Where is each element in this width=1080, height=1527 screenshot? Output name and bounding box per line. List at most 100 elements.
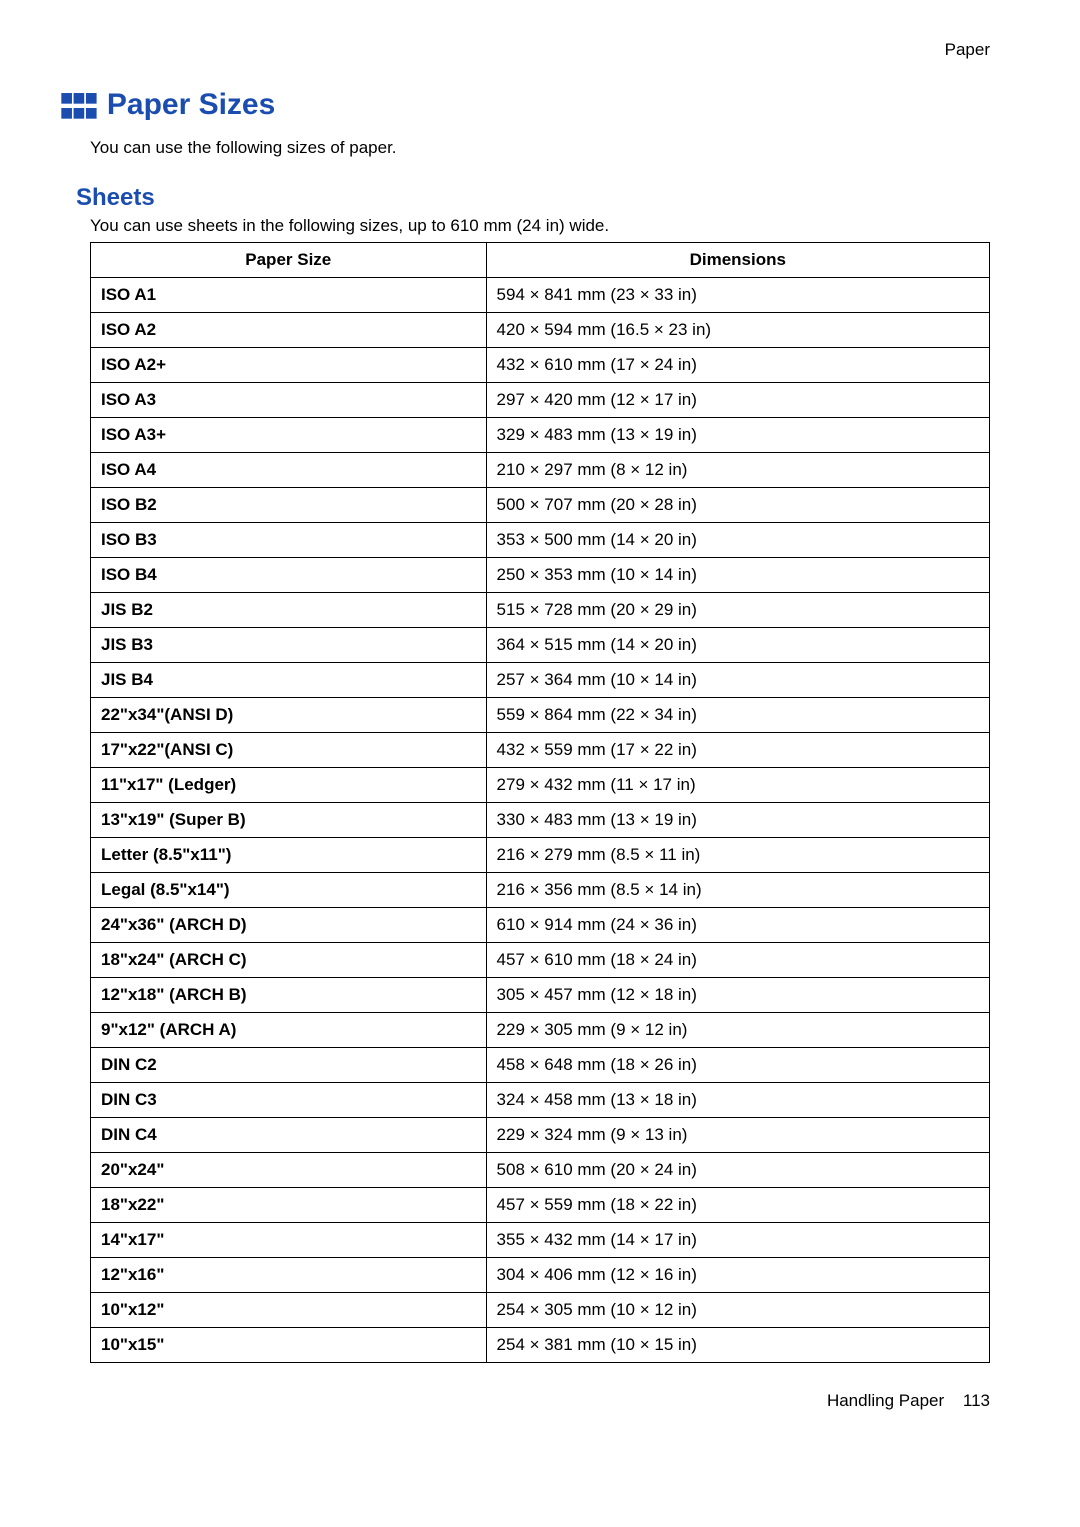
dimensions-cell: 210 × 297 mm (8 × 12 in) bbox=[486, 453, 989, 488]
paper-size-cell: ISO B3 bbox=[91, 523, 487, 558]
dimensions-cell: 254 × 381 mm (10 × 15 in) bbox=[486, 1328, 989, 1363]
table-row: 17"x22"(ANSI C)432 × 559 mm (17 × 22 in) bbox=[91, 733, 990, 768]
dimensions-cell: 610 × 914 mm (24 × 36 in) bbox=[486, 908, 989, 943]
dimensions-cell: 594 × 841 mm (23 × 33 in) bbox=[486, 278, 989, 313]
paper-size-cell: 10"x15" bbox=[91, 1328, 487, 1363]
table-row: 18"x24" (ARCH C)457 × 610 mm (18 × 24 in… bbox=[91, 943, 990, 978]
table-row: Letter (8.5"x11")216 × 279 mm (8.5 × 11 … bbox=[91, 838, 990, 873]
table-row: 9"x12" (ARCH A)229 × 305 mm (9 × 12 in) bbox=[91, 1013, 990, 1048]
paper-size-cell: DIN C3 bbox=[91, 1083, 487, 1118]
dimensions-cell: 515 × 728 mm (20 × 29 in) bbox=[486, 593, 989, 628]
dimensions-cell: 458 × 648 mm (18 × 26 in) bbox=[486, 1048, 989, 1083]
main-heading: ■■■ ■■■ Paper Sizes bbox=[60, 88, 990, 122]
table-row: 11"x17" (Ledger)279 × 432 mm (11 × 17 in… bbox=[91, 768, 990, 803]
paper-size-cell: ISO A1 bbox=[91, 278, 487, 313]
paper-size-cell: 12"x18" (ARCH B) bbox=[91, 978, 487, 1013]
paper-size-cell: ISO B4 bbox=[91, 558, 487, 593]
dimensions-cell: 305 × 457 mm (12 × 18 in) bbox=[486, 978, 989, 1013]
table-row: JIS B4257 × 364 mm (10 × 14 in) bbox=[91, 663, 990, 698]
paper-size-cell: DIN C2 bbox=[91, 1048, 487, 1083]
table-row: 20"x24"508 × 610 mm (20 × 24 in) bbox=[91, 1153, 990, 1188]
paper-size-cell: 9"x12" (ARCH A) bbox=[91, 1013, 487, 1048]
dimensions-cell: 250 × 353 mm (10 × 14 in) bbox=[486, 558, 989, 593]
dimensions-cell: 355 × 432 mm (14 × 17 in) bbox=[486, 1223, 989, 1258]
dimensions-cell: 216 × 356 mm (8.5 × 14 in) bbox=[486, 873, 989, 908]
dimensions-cell: 457 × 610 mm (18 × 24 in) bbox=[486, 943, 989, 978]
table-row: 10"x15"254 × 381 mm (10 × 15 in) bbox=[91, 1328, 990, 1363]
paper-size-cell: 18"x24" (ARCH C) bbox=[91, 943, 487, 978]
paper-size-cell: 24"x36" (ARCH D) bbox=[91, 908, 487, 943]
table-row: DIN C3324 × 458 mm (13 × 18 in) bbox=[91, 1083, 990, 1118]
paper-size-cell: ISO A2+ bbox=[91, 348, 487, 383]
paper-size-cell: Legal (8.5"x14") bbox=[91, 873, 487, 908]
paper-size-cell: 10"x12" bbox=[91, 1293, 487, 1328]
paper-size-cell: JIS B4 bbox=[91, 663, 487, 698]
paper-size-cell: Letter (8.5"x11") bbox=[91, 838, 487, 873]
intro-text: You can use the following sizes of paper… bbox=[90, 138, 990, 158]
dimensions-cell: 559 × 864 mm (22 × 34 in) bbox=[486, 698, 989, 733]
dimensions-cell: 432 × 610 mm (17 × 24 in) bbox=[486, 348, 989, 383]
page-title: Paper Sizes bbox=[107, 88, 275, 122]
dimensions-cell: 254 × 305 mm (10 × 12 in) bbox=[486, 1293, 989, 1328]
table-row: ISO A4210 × 297 mm (8 × 12 in) bbox=[91, 453, 990, 488]
table-row: 14"x17"355 × 432 mm (14 × 17 in) bbox=[91, 1223, 990, 1258]
dimensions-cell: 500 × 707 mm (20 × 28 in) bbox=[486, 488, 989, 523]
dimensions-cell: 229 × 324 mm (9 × 13 in) bbox=[486, 1118, 989, 1153]
col-header-paper-size: Paper Size bbox=[91, 243, 487, 278]
paper-size-cell: ISO A2 bbox=[91, 313, 487, 348]
paper-size-cell: 20"x24" bbox=[91, 1153, 487, 1188]
table-row: DIN C2458 × 648 mm (18 × 26 in) bbox=[91, 1048, 990, 1083]
table-row: 10"x12"254 × 305 mm (10 × 12 in) bbox=[91, 1293, 990, 1328]
header-section-label: Paper bbox=[90, 40, 990, 60]
table-row: DIN C4229 × 324 mm (9 × 13 in) bbox=[91, 1118, 990, 1153]
dimensions-cell: 279 × 432 mm (11 × 17 in) bbox=[486, 768, 989, 803]
table-row: JIS B3364 × 515 mm (14 × 20 in) bbox=[91, 628, 990, 663]
paper-size-cell: ISO A4 bbox=[91, 453, 487, 488]
sheets-table: Paper Size Dimensions ISO A1594 × 841 mm… bbox=[90, 242, 990, 1363]
paper-size-cell: DIN C4 bbox=[91, 1118, 487, 1153]
dimensions-cell: 297 × 420 mm (12 × 17 in) bbox=[486, 383, 989, 418]
footer-label: Handling Paper bbox=[827, 1391, 944, 1410]
table-header-row: Paper Size Dimensions bbox=[91, 243, 990, 278]
table-row: 12"x16"304 × 406 mm (12 × 16 in) bbox=[91, 1258, 990, 1293]
sheets-heading: Sheets bbox=[76, 184, 990, 212]
dimensions-cell: 257 × 364 mm (10 × 14 in) bbox=[486, 663, 989, 698]
dimensions-cell: 508 × 610 mm (20 × 24 in) bbox=[486, 1153, 989, 1188]
dimensions-cell: 324 × 458 mm (13 × 18 in) bbox=[486, 1083, 989, 1118]
table-row: 22"x34"(ANSI D)559 × 864 mm (22 × 34 in) bbox=[91, 698, 990, 733]
table-row: ISO B3353 × 500 mm (14 × 20 in) bbox=[91, 523, 990, 558]
table-row: 12"x18" (ARCH B)305 × 457 mm (12 × 18 in… bbox=[91, 978, 990, 1013]
table-row: ISO B4250 × 353 mm (10 × 14 in) bbox=[91, 558, 990, 593]
table-row: ISO A2+432 × 610 mm (17 × 24 in) bbox=[91, 348, 990, 383]
dimensions-cell: 353 × 500 mm (14 × 20 in) bbox=[486, 523, 989, 558]
table-row: 24"x36" (ARCH D)610 × 914 mm (24 × 36 in… bbox=[91, 908, 990, 943]
dimensions-cell: 329 × 483 mm (13 × 19 in) bbox=[486, 418, 989, 453]
paper-size-cell: 11"x17" (Ledger) bbox=[91, 768, 487, 803]
dimensions-cell: 457 × 559 mm (18 × 22 in) bbox=[486, 1188, 989, 1223]
dimensions-cell: 432 × 559 mm (17 × 22 in) bbox=[486, 733, 989, 768]
dimensions-cell: 420 × 594 mm (16.5 × 23 in) bbox=[486, 313, 989, 348]
paper-size-cell: ISO A3+ bbox=[91, 418, 487, 453]
table-row: ISO A3297 × 420 mm (12 × 17 in) bbox=[91, 383, 990, 418]
dimensions-cell: 229 × 305 mm (9 × 12 in) bbox=[486, 1013, 989, 1048]
paper-size-cell: ISO A3 bbox=[91, 383, 487, 418]
table-row: ISO A3+329 × 483 mm (13 × 19 in) bbox=[91, 418, 990, 453]
table-row: 18"x22"457 × 559 mm (18 × 22 in) bbox=[91, 1188, 990, 1223]
dimensions-cell: 330 × 483 mm (13 × 19 in) bbox=[486, 803, 989, 838]
paper-size-cell: JIS B2 bbox=[91, 593, 487, 628]
page-number: 113 bbox=[963, 1391, 990, 1410]
table-row: Legal (8.5"x14")216 × 356 mm (8.5 × 14 i… bbox=[91, 873, 990, 908]
table-row: ISO A2420 × 594 mm (16.5 × 23 in) bbox=[91, 313, 990, 348]
dimensions-cell: 216 × 279 mm (8.5 × 11 in) bbox=[486, 838, 989, 873]
paper-size-cell: JIS B3 bbox=[91, 628, 487, 663]
paper-size-cell: 22"x34"(ANSI D) bbox=[91, 698, 487, 733]
paper-size-cell: ISO B2 bbox=[91, 488, 487, 523]
table-row: JIS B2515 × 728 mm (20 × 29 in) bbox=[91, 593, 990, 628]
paper-size-cell: 18"x22" bbox=[91, 1188, 487, 1223]
grid-icon: ■■■ ■■■ bbox=[60, 90, 97, 121]
table-row: ISO B2500 × 707 mm (20 × 28 in) bbox=[91, 488, 990, 523]
table-row: 13"x19" (Super B)330 × 483 mm (13 × 19 i… bbox=[91, 803, 990, 838]
table-row: ISO A1594 × 841 mm (23 × 33 in) bbox=[91, 278, 990, 313]
paper-size-cell: 14"x17" bbox=[91, 1223, 487, 1258]
dimensions-cell: 304 × 406 mm (12 × 16 in) bbox=[486, 1258, 989, 1293]
